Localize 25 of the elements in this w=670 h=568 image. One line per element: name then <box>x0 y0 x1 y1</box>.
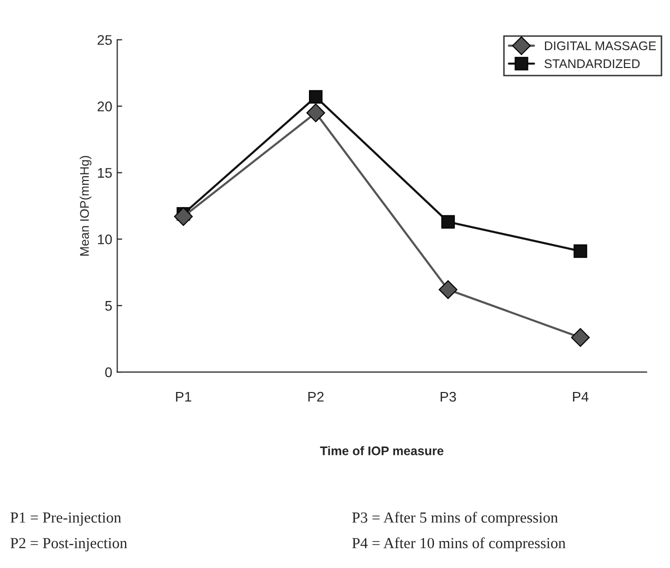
y-tick-label: 5 <box>105 301 112 311</box>
x-tick-label: P2 <box>308 392 324 402</box>
text: P1 = Pre-injection <box>10 512 122 526</box>
x-tick-label: P3 <box>440 392 456 402</box>
x-tick-label: P1 <box>176 392 192 402</box>
point <box>308 90 323 104</box>
text: P2 = Post-injection <box>10 538 128 552</box>
point <box>438 280 458 299</box>
point <box>574 244 588 258</box>
text: P4 = After 10 mins of compression <box>352 537 566 552</box>
y-tick-label: 10 <box>98 234 112 244</box>
y-tick-label: 25 <box>98 35 112 45</box>
point <box>174 207 193 226</box>
legend-label: STANDARDIZED <box>544 59 640 68</box>
y-axis-title: Mean IOP(mmHg) <box>80 156 92 256</box>
point <box>306 104 326 122</box>
y-tick-label: 0 <box>105 367 112 378</box>
point <box>571 328 590 347</box>
x-tick-label: P4 <box>573 392 588 402</box>
y-tick-label: 20 <box>98 102 112 112</box>
y-tick-label: 15 <box>98 168 112 178</box>
text: P3 = After 5 mins of compression <box>352 512 558 526</box>
legend-label: DIGITAL MASSAGE <box>544 41 656 50</box>
x-axis-title: Time of IOP measure <box>320 446 444 456</box>
point <box>441 215 455 229</box>
